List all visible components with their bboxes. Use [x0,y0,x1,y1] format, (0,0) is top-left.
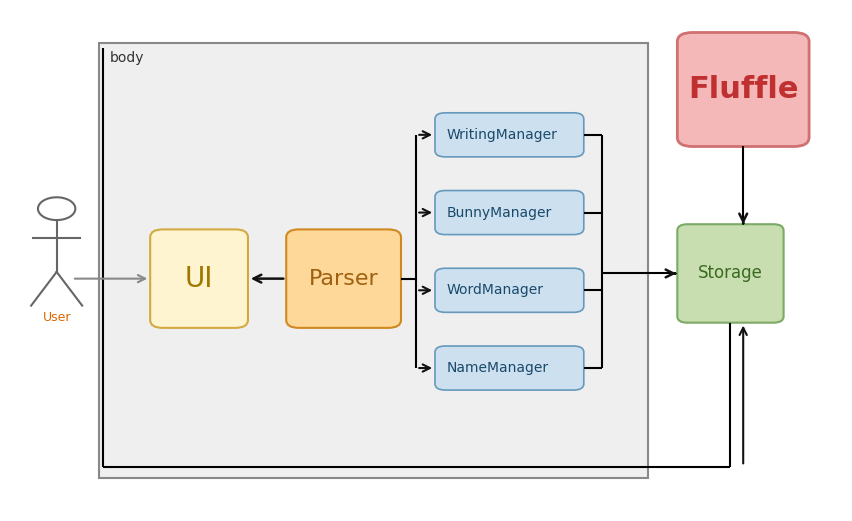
Text: WritingManager: WritingManager [446,128,557,142]
FancyBboxPatch shape [435,113,583,157]
Text: User: User [43,311,71,324]
Text: WordManager: WordManager [446,283,544,297]
Text: BunnyManager: BunnyManager [446,206,551,219]
FancyBboxPatch shape [676,32,809,146]
Text: Parser: Parser [308,269,378,289]
Text: Fluffle: Fluffle [688,75,797,104]
FancyBboxPatch shape [435,346,583,390]
FancyBboxPatch shape [435,268,583,312]
FancyBboxPatch shape [286,229,400,328]
FancyBboxPatch shape [676,224,783,322]
Text: NameManager: NameManager [446,361,549,375]
FancyBboxPatch shape [99,43,647,478]
Text: UI: UI [185,265,213,293]
Text: body: body [109,51,144,65]
Text: Storage: Storage [697,265,762,282]
FancyBboxPatch shape [435,191,583,234]
FancyBboxPatch shape [150,229,248,328]
